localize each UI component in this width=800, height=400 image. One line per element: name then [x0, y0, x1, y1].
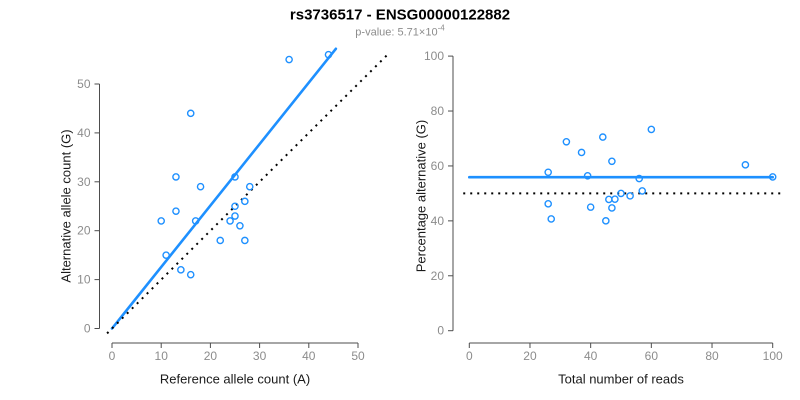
y-tick-label: 0 [84, 322, 91, 336]
data-point [547, 215, 556, 223]
x-tick-label: 10 [155, 349, 169, 363]
x-tick-label: 40 [302, 349, 316, 363]
x-tick-label: 60 [645, 349, 659, 363]
data-point [611, 195, 619, 203]
data-point [741, 161, 750, 169]
data-point [768, 173, 777, 181]
y-tick-label: 20 [431, 269, 445, 283]
x-tick-label: 0 [466, 349, 473, 363]
data-point [157, 217, 165, 225]
data-point [172, 207, 180, 215]
data-point [186, 270, 195, 279]
left-y-axis-label: Alternative allele count (G) [58, 129, 74, 283]
x-tick-label: 50 [351, 349, 365, 363]
left-x-axis-label: Reference allele count (A) [159, 371, 311, 387]
data-point [231, 202, 239, 211]
data-point [562, 137, 571, 146]
figure-subtitle: p-value: 5.71×10-4 [355, 24, 444, 39]
data-point [285, 55, 293, 64]
data-point [231, 173, 239, 181]
y-tick-label: 60 [431, 159, 445, 173]
x-tick-label: 0 [109, 349, 116, 363]
data-point [216, 236, 225, 245]
data-point [241, 236, 249, 245]
data-point [324, 50, 333, 59]
y-tick-label: 40 [431, 214, 445, 228]
data-point [608, 157, 616, 166]
data-point [583, 172, 592, 180]
data-point [196, 182, 205, 191]
y-tick-label: 100 [424, 49, 444, 63]
data-point [231, 212, 239, 220]
allele-counts-scatter-fit-line [110, 47, 338, 330]
data-point [191, 217, 200, 225]
y-tick-label: 40 [77, 126, 91, 140]
data-point [544, 168, 552, 177]
x-tick-label: 80 [705, 349, 719, 363]
pvalue-text: p-value: 5.71×10 [355, 26, 438, 39]
data-point [577, 148, 586, 157]
data-point [598, 133, 607, 141]
y-tick-label: 20 [77, 224, 91, 238]
data-point [586, 203, 595, 211]
data-point [635, 174, 644, 183]
x-tick-label: 20 [523, 349, 537, 363]
data-point [172, 173, 180, 181]
right-y-axis-label: Percentage alternative (G) [413, 119, 429, 273]
y-tick-label: 80 [431, 104, 445, 118]
allele-counts-scatter-identity-line [106, 51, 391, 335]
pvalue-exponent: -4 [437, 23, 445, 33]
data-point [236, 222, 244, 230]
data-point [602, 217, 610, 225]
figure-title: rs3736517 - ENSG00000122882 [289, 6, 511, 24]
right-x-axis-label: Total number of reads [558, 371, 684, 387]
x-tick-label: 40 [584, 349, 598, 363]
data-point [186, 109, 195, 118]
y-tick-label: 30 [77, 175, 91, 189]
data-point [647, 125, 656, 134]
y-tick-label: 50 [77, 77, 91, 91]
data-point [617, 189, 625, 198]
y-tick-label: 10 [77, 273, 91, 287]
data-point [162, 251, 170, 259]
data-point [608, 204, 616, 212]
data-point [241, 197, 249, 206]
data-point [605, 195, 613, 204]
data-point [226, 217, 234, 225]
x-tick-label: 20 [204, 349, 218, 363]
x-tick-label: 100 [763, 349, 783, 363]
y-tick-label: 0 [437, 324, 444, 338]
data-point [544, 200, 552, 208]
data-point [245, 182, 254, 191]
data-point [177, 266, 185, 274]
data-point [638, 187, 647, 195]
x-tick-label: 30 [253, 349, 267, 363]
data-point [626, 192, 634, 200]
